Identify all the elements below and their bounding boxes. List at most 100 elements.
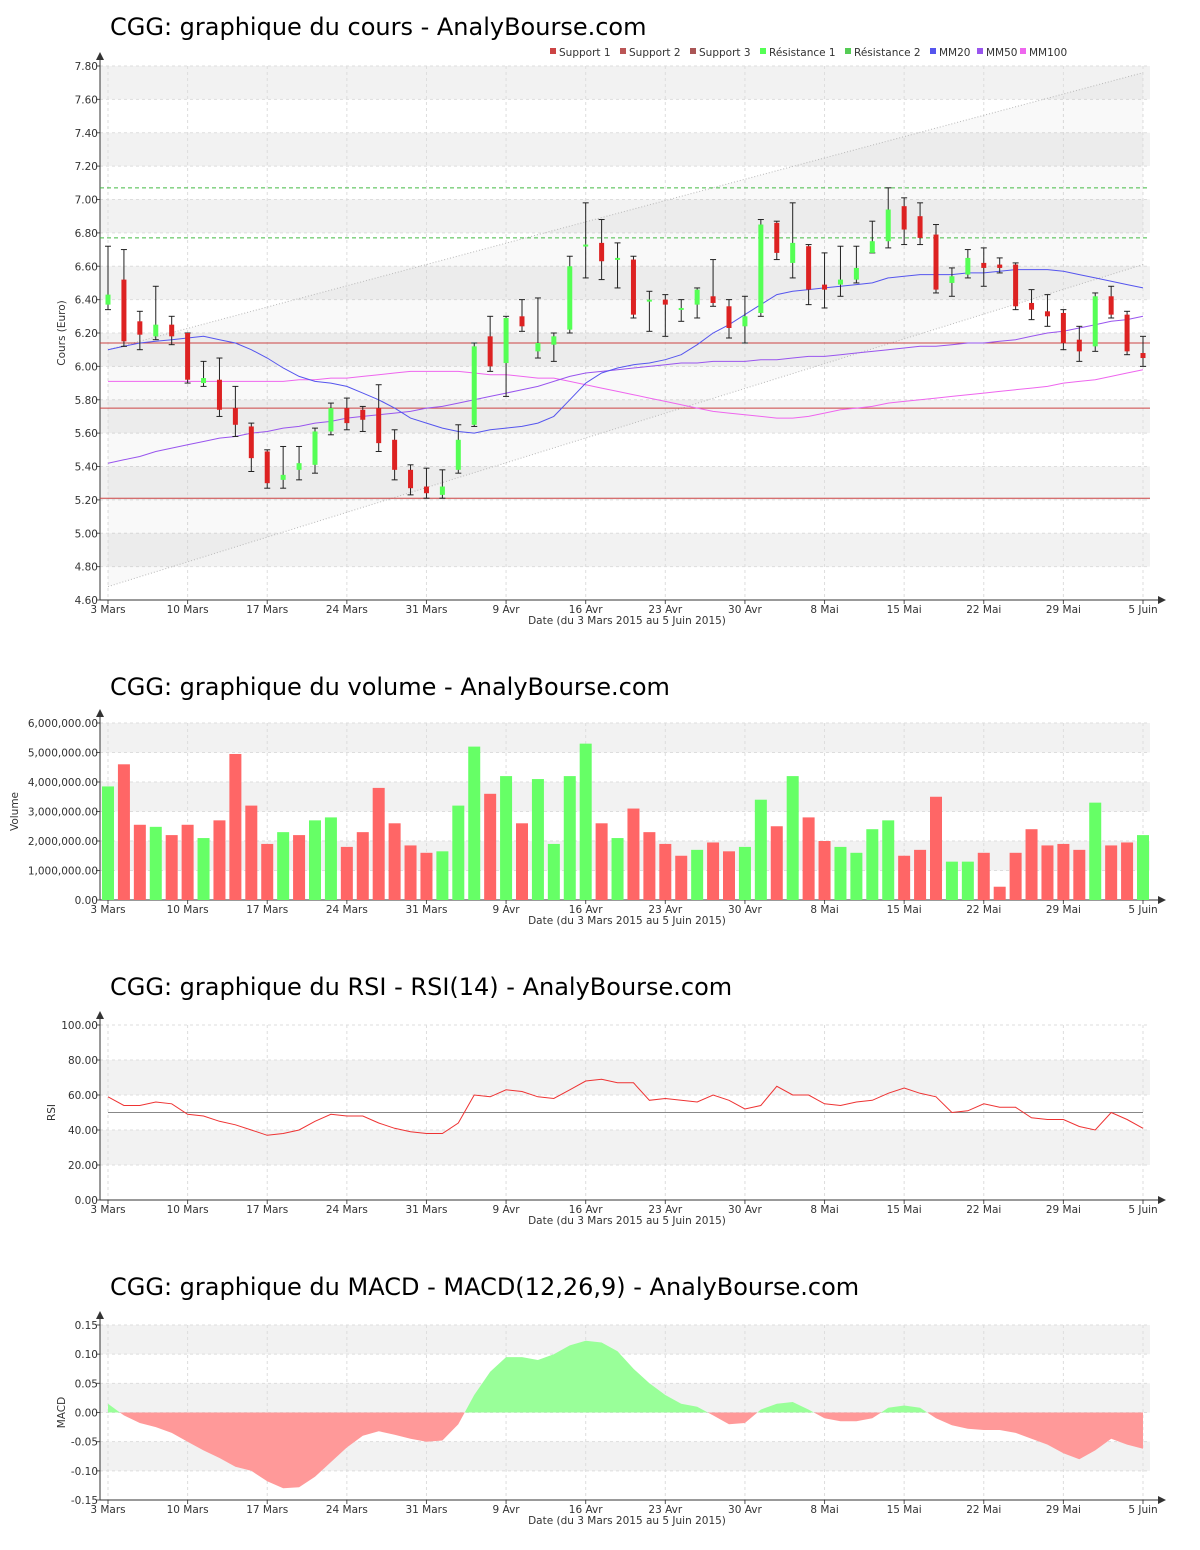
rsi-xtick-label: 5 Juin [1128, 1204, 1157, 1216]
candle-body [790, 242, 796, 263]
candle-body [408, 469, 414, 489]
volume-bar [563, 776, 576, 900]
price-band [100, 399, 1150, 434]
candle-body [487, 336, 493, 367]
volume-bar [834, 846, 847, 900]
volume-y-axis-arrow [96, 709, 104, 717]
legend-swatch [550, 48, 556, 54]
volume-bar [500, 776, 513, 900]
candle-body [646, 299, 652, 302]
price-ytick-label: 5.60 [75, 428, 98, 440]
rsi-xtick-label: 17 Mars [246, 1204, 288, 1216]
candle [534, 297, 541, 359]
candle [646, 290, 653, 332]
macd-ytick-label: -0.05 [71, 1437, 98, 1449]
macd-chart-title: CGG: graphique du MACD - MACD(12,26,9) -… [110, 1273, 859, 1301]
candle [630, 255, 637, 319]
rsi-chart-title: CGG: graphique du RSI - RSI(14) - AnalyB… [110, 973, 732, 1001]
volume-bar [898, 855, 911, 900]
price-xtick-label: 16 Avr [569, 604, 603, 616]
candle-body [551, 336, 557, 345]
rsi-line [107, 1078, 1144, 1136]
price-xtick-label: 17 Mars [246, 604, 288, 616]
candle [1028, 289, 1035, 321]
macd-xtick-label: 10 Mars [167, 1504, 209, 1516]
volume-ytick-label: 6,000,000.00 [28, 718, 98, 730]
candle [678, 299, 685, 322]
macd-band [100, 1325, 1150, 1355]
macd-xtick-label: 22 Mai [966, 1504, 1001, 1516]
candle-body [583, 244, 589, 247]
volume-xtick-label: 16 Avr [569, 904, 603, 916]
candle [120, 249, 127, 347]
candle-body [599, 242, 605, 262]
rsi-band [100, 1130, 1150, 1165]
candle [519, 299, 525, 332]
volume-xtick-label: 23 Avr [648, 904, 682, 916]
volume-bar [404, 845, 417, 900]
price-ytick-label: 7.80 [75, 61, 98, 73]
candle [1108, 285, 1115, 319]
candle-body [153, 324, 159, 337]
candle [423, 467, 430, 499]
candle [391, 429, 398, 481]
candle-body [455, 439, 461, 470]
candle [503, 315, 510, 397]
price-xtick-label: 31 Mars [405, 604, 447, 616]
price-band [100, 132, 1150, 167]
price-band [100, 333, 1150, 367]
candle [296, 445, 303, 481]
price-ytick-label: 4.60 [75, 595, 98, 607]
rsi-ytick-label: 100.00 [61, 1020, 98, 1032]
candle-body [439, 486, 445, 495]
candle-body [264, 451, 270, 484]
volume-bar [102, 786, 114, 900]
price-ytick-label: 6.60 [75, 261, 98, 273]
rsi-xtick-label: 23 Avr [648, 1204, 682, 1216]
candle [439, 469, 446, 499]
candle [1012, 262, 1019, 311]
macd-xtick-label: 9 Avr [493, 1504, 521, 1516]
volume-bar [1073, 849, 1086, 900]
candle-body [901, 206, 907, 230]
mm100-line [108, 369, 1144, 419]
legend-label: MM50 [986, 47, 1017, 59]
candle-body [949, 276, 955, 283]
volume-bar [914, 849, 927, 900]
volume-bar [197, 838, 210, 900]
volume-bar [117, 764, 130, 900]
volume-xtick-label: 29 Mai [1046, 904, 1081, 916]
volume-ytick-label: 3,000,000.00 [28, 807, 98, 819]
volume-bar [133, 824, 146, 900]
candle [901, 197, 908, 246]
price-xtick-label: 5 Juin [1128, 604, 1157, 616]
macd-x-axis-title: Date (du 3 Mars 2015 au 5 Juin 2015) [528, 1515, 726, 1527]
candle-body [248, 426, 254, 459]
rsi-x-axis-title: Date (du 3 Mars 2015 au 5 Juin 2015) [528, 1215, 726, 1227]
volume-bar [882, 820, 895, 900]
price-ytick-label: 6.80 [75, 228, 98, 240]
candle-body [232, 408, 238, 425]
volume-x-axis-arrow [1158, 896, 1166, 904]
price-band [100, 266, 1150, 300]
candle [741, 295, 748, 344]
candle-body [1076, 339, 1082, 352]
legend-swatch [760, 48, 766, 54]
volume-bar [595, 823, 608, 900]
candle-body [742, 316, 748, 327]
legend-label: Support 2 [629, 47, 681, 59]
volume-bar [1041, 845, 1054, 900]
candle [996, 257, 1003, 274]
volume-chart: 0.00 1,000,000.00 2,000,000.00 3,000,000.00… [9, 709, 1166, 927]
candle [375, 384, 382, 452]
price-xtick-label: 3 Mars [90, 604, 125, 616]
rsi-xtick-label: 22 Mai [966, 1204, 1001, 1216]
volume-bar [675, 855, 688, 900]
candle [710, 259, 717, 307]
rsi-xtick-label: 24 Mars [326, 1204, 368, 1216]
candle [1044, 294, 1051, 327]
macd-chart: -0.15 -0.10 -0.05 0.00 0.05 0.10 0.15 3 Mars 10 … [56, 1311, 1166, 1527]
candle [948, 267, 955, 297]
volume-bar [961, 861, 974, 900]
candle [1092, 292, 1099, 352]
